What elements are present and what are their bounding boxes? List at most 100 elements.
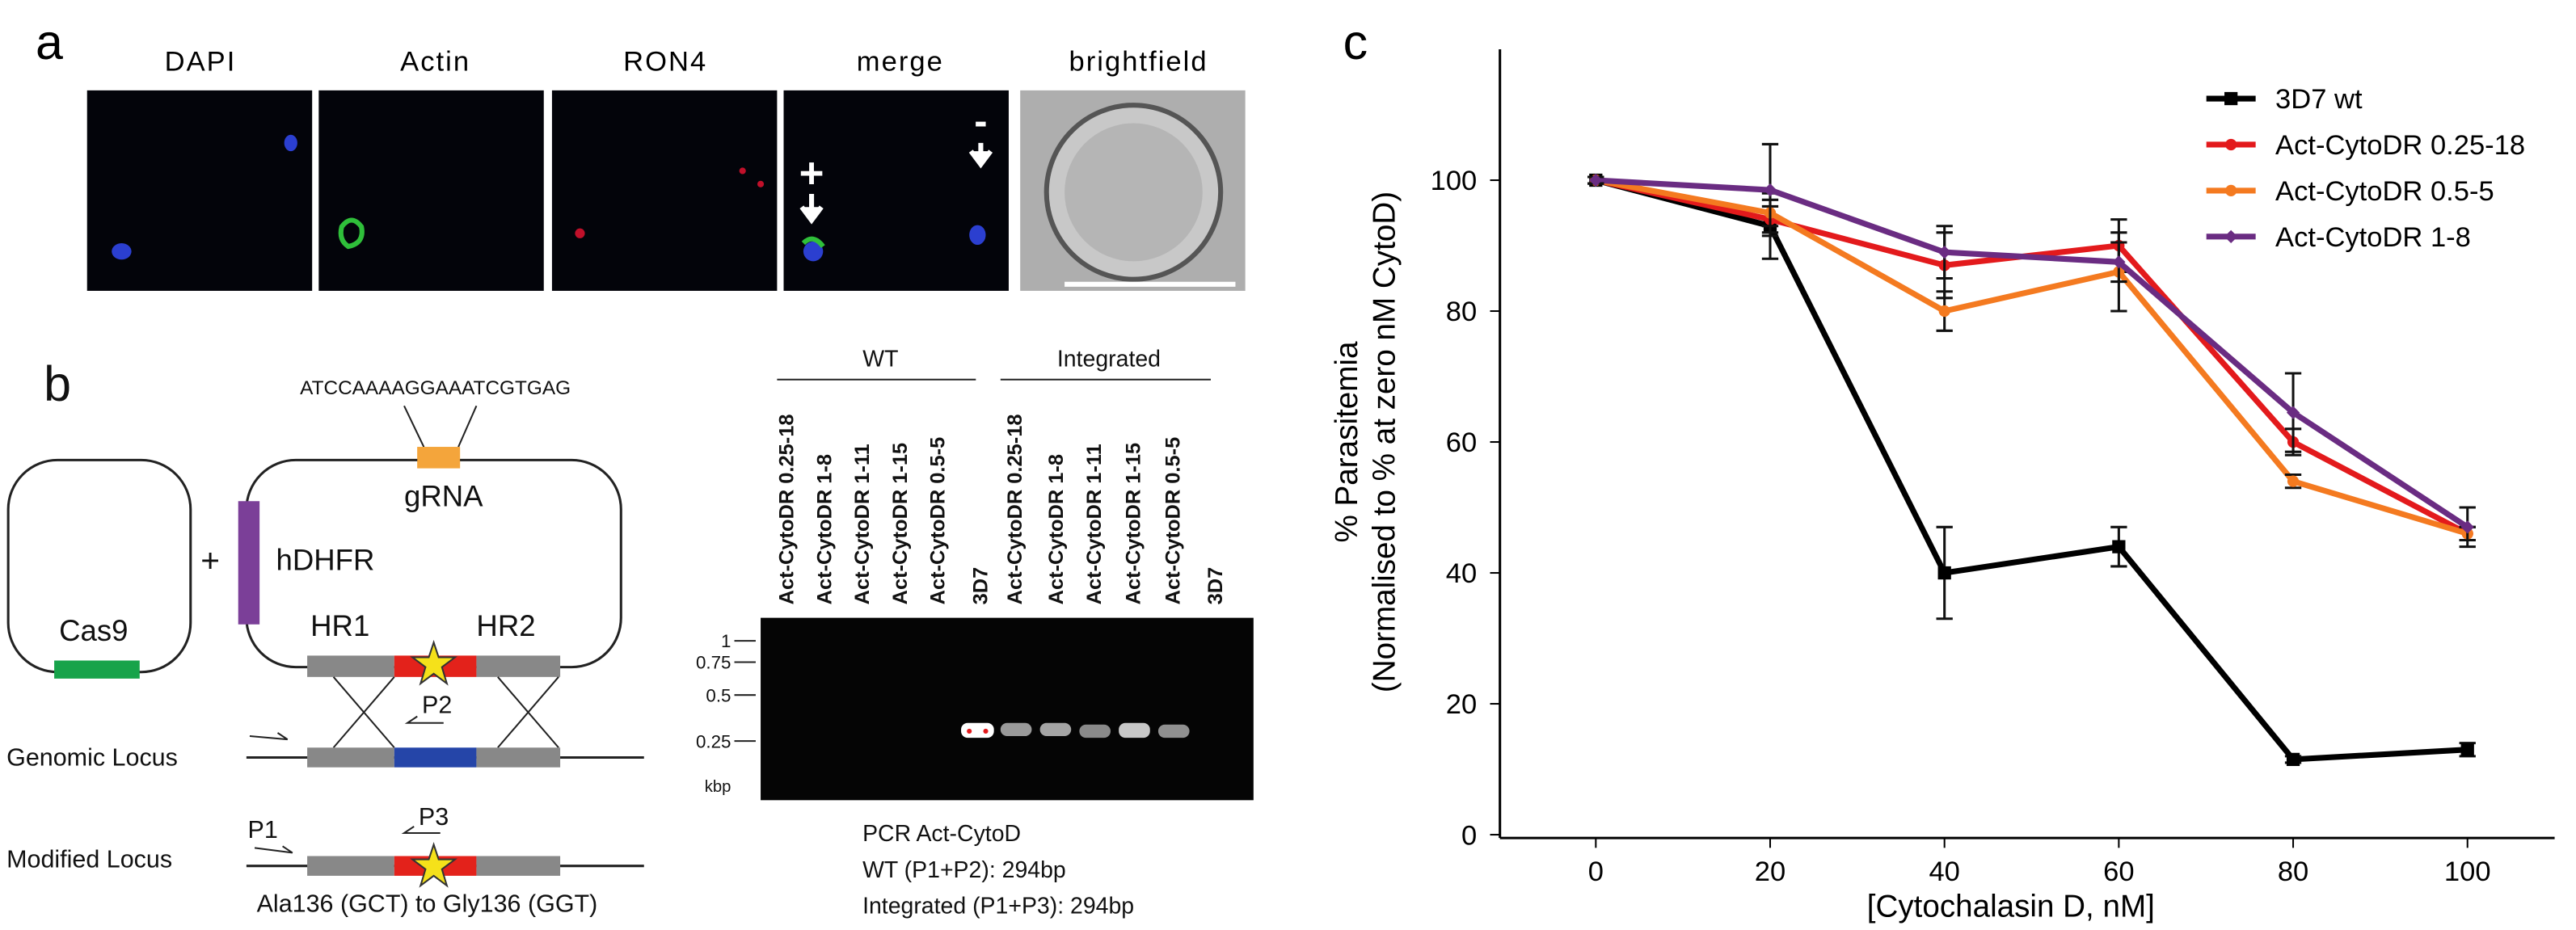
plus-sign: + xyxy=(200,542,220,579)
y-tick-label: 80 xyxy=(1446,297,1477,327)
hr-box xyxy=(476,655,561,677)
micrograph xyxy=(551,90,778,291)
hdhfr-box xyxy=(238,501,260,625)
x-tick-label: 20 xyxy=(1755,856,1785,887)
primer-label: P1 xyxy=(248,816,278,844)
group-label: Integrated xyxy=(1057,346,1161,372)
arrow xyxy=(968,142,993,169)
point xyxy=(1938,305,1950,318)
legend-marker xyxy=(2225,184,2237,197)
band xyxy=(1119,722,1150,739)
ladder-label: 1 xyxy=(721,631,731,651)
y-tick-label: 40 xyxy=(1446,558,1477,589)
merge-signal xyxy=(801,236,825,248)
ron4-signal xyxy=(739,167,746,175)
band xyxy=(1039,722,1072,737)
ladder-label: 0.5 xyxy=(706,685,731,705)
gel-caption: Integrated (P1+P3): 294bp xyxy=(862,894,1134,919)
band-dot xyxy=(967,728,972,734)
gel xyxy=(761,617,1254,801)
merge-signal xyxy=(969,225,986,246)
y-tick-label: 20 xyxy=(1446,689,1477,720)
ron4-signal xyxy=(575,228,585,238)
series-line xyxy=(1595,177,2468,537)
band xyxy=(1157,724,1190,739)
lane-label: Act-CytoDR 0.25-18 xyxy=(1004,415,1027,605)
panel-label: c xyxy=(1343,15,1368,69)
lane-label: Act-CytoDR 1-8 xyxy=(1045,454,1068,604)
channel-label: DAPI xyxy=(165,46,237,77)
lane-label: Act-CytoDR 1-11 xyxy=(1083,444,1106,604)
x-tick-label: 80 xyxy=(2278,856,2308,887)
ladder-label: 0.25 xyxy=(696,731,731,751)
band-dot xyxy=(983,728,989,734)
cell xyxy=(1065,123,1203,262)
connector xyxy=(457,405,478,448)
point xyxy=(2460,743,2474,756)
band xyxy=(1079,724,1111,739)
point xyxy=(2286,752,2300,767)
legend-label: Act-CytoDR 0.25-18 xyxy=(2275,130,2525,161)
grna-label: gRNA xyxy=(404,479,483,512)
mutation-star xyxy=(410,842,458,888)
cas9-box xyxy=(54,660,140,679)
primer-arrow xyxy=(401,826,441,835)
point xyxy=(1589,173,1603,187)
y-axis-title: % Parasitemia xyxy=(1330,341,1364,542)
hr-box xyxy=(476,747,561,768)
x-axis-title: [Cytochalasin D, nM] xyxy=(1867,890,2155,924)
channel-label: merge xyxy=(857,46,944,77)
point xyxy=(1937,566,1951,580)
lane-label: 3D7 xyxy=(1204,567,1227,605)
merge-signal xyxy=(803,241,824,262)
hdhfr-label: hDHFR xyxy=(276,544,374,577)
micrograph xyxy=(318,90,544,291)
ladder: 10.75 0.5 0.25 kbp xyxy=(696,631,756,796)
legend-label: Act-CytoDR 0.5-5 xyxy=(2275,176,2494,207)
band xyxy=(961,722,994,739)
channel-label: RON4 xyxy=(623,46,707,77)
y-tick-label: 100 xyxy=(1431,166,1478,196)
series-line xyxy=(1595,177,2468,763)
series-line xyxy=(1596,177,2469,530)
legend-marker xyxy=(2224,91,2238,106)
plus-marker: + xyxy=(799,149,824,197)
locus-label: Genomic Locus xyxy=(6,744,178,772)
point xyxy=(2287,475,2300,487)
mutation-star xyxy=(410,639,458,686)
connector xyxy=(403,405,425,448)
x-tick-label: 60 xyxy=(2103,856,2134,887)
primer-label: P3 xyxy=(419,803,449,831)
y-tick-label: 0 xyxy=(1461,820,1477,851)
lane-label: Act-CytoDR 1-15 xyxy=(889,443,912,605)
arrow xyxy=(799,193,824,225)
actin-signal xyxy=(338,217,365,250)
point xyxy=(2460,520,2474,534)
x-tick-label: 40 xyxy=(1929,856,1959,887)
nucleus xyxy=(284,134,297,152)
sequence: ATCCAAAAGGAAATCGTGAG xyxy=(300,377,571,399)
x-tick-label: 100 xyxy=(2444,856,2491,887)
nucleus xyxy=(112,242,132,260)
lane-label: Act-CytoDR 0.5-5 xyxy=(927,437,950,605)
micrograph xyxy=(783,90,1009,291)
lane-labels: Act-CytoDR 0.25-18 Act-CytoDR 1-8 Act-Cyto… xyxy=(776,415,1227,605)
y-axis-title: (Normalised to % at zero nM CytoD) xyxy=(1368,191,1402,692)
panel-a: a DAPI Actin RON4 merge brightfield + - xyxy=(36,15,1246,291)
ladder-label: kbp xyxy=(705,778,731,796)
band xyxy=(1000,722,1032,737)
crossover xyxy=(332,676,559,748)
ladder-label: 0.75 xyxy=(696,653,731,673)
lane-label: 3D7 xyxy=(970,567,993,605)
channel-label: brightfield xyxy=(1069,46,1208,77)
hr1-label: HR1 xyxy=(310,609,369,642)
hr-box xyxy=(307,655,394,677)
grna-box xyxy=(417,447,461,469)
channel-label: Actin xyxy=(400,46,470,77)
point xyxy=(2286,406,2300,419)
ron4-signal xyxy=(757,180,765,187)
panel-c: c 0 20 40 60 80 100 0 20 40 60 80 100 [Cytochalasin … xyxy=(1330,15,2555,924)
panel-b: b ATCCAAAAGGAAATCGTGAG gRNA Cas9 + hDHFR… xyxy=(6,346,1254,919)
mutation-label: Ala136 (GCT) to Gly136 (GGT) xyxy=(257,890,598,918)
